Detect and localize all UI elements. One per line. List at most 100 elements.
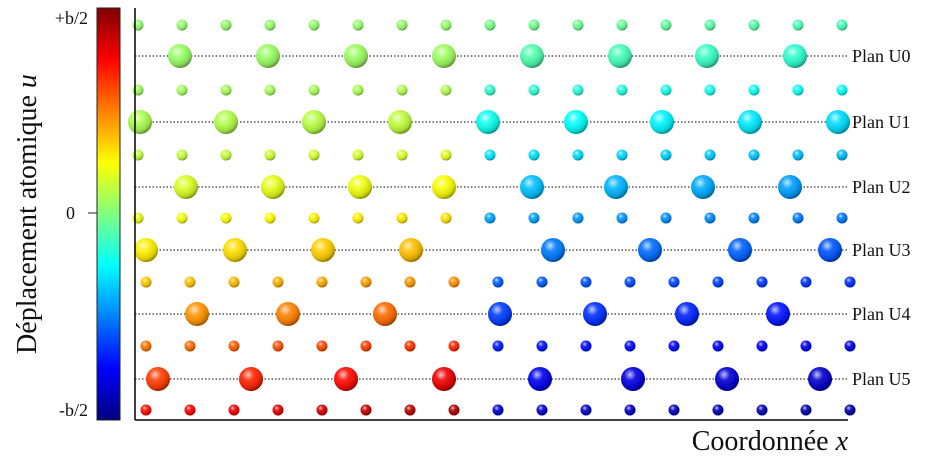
atom-shading (432, 367, 456, 391)
atom-shading (352, 149, 364, 161)
atom-shading (214, 110, 238, 134)
atom-shading (404, 340, 416, 352)
atom-shading (176, 84, 188, 96)
atom-shading (844, 340, 856, 352)
atom-shading (132, 19, 144, 31)
atom-shading (748, 19, 760, 31)
atom-shading (264, 19, 276, 31)
atom-shading (174, 175, 198, 199)
atom-shading (536, 340, 548, 352)
atom-shading (528, 84, 540, 96)
atom-shading (572, 212, 584, 224)
atom-shading (691, 175, 715, 199)
atom-shading (176, 212, 188, 224)
atom-shading (308, 19, 320, 31)
atom-shading (836, 149, 848, 161)
atom-shading (783, 44, 807, 68)
atom-shading (440, 212, 452, 224)
plane-label: Plan U0 (852, 46, 911, 66)
atom-shading (220, 212, 232, 224)
atom-shading (488, 302, 512, 326)
atom-shading (528, 212, 540, 224)
atom-shading (440, 19, 452, 31)
atom-shading (748, 212, 760, 224)
atom-shading (476, 110, 500, 134)
atom-shading (396, 84, 408, 96)
atom-shading (616, 84, 628, 96)
atom-shading (146, 367, 170, 391)
y-axis-label: Déplacement atomique u (12, 74, 43, 354)
atom-shading (176, 149, 188, 161)
x-axis-label: Coordonnée x (692, 426, 849, 457)
atom-shading (748, 84, 760, 96)
atom-shading (373, 302, 397, 326)
atom-shading (308, 212, 320, 224)
atom-shading (660, 84, 672, 96)
atom-shading (792, 149, 804, 161)
atom-shading (311, 238, 335, 262)
atom-shading (844, 276, 856, 288)
atom-shading (528, 367, 552, 391)
atom-shading (704, 149, 716, 161)
atom-shading (792, 19, 804, 31)
atom-shading (432, 175, 456, 199)
atom-shading (492, 276, 504, 288)
atom-shading (792, 212, 804, 224)
atom-shading (396, 149, 408, 161)
atom-shading (228, 276, 240, 288)
atom-shading (272, 340, 284, 352)
atom-shading (448, 340, 460, 352)
atom-shading (715, 367, 739, 391)
atom-shading (704, 212, 716, 224)
atom-shading (668, 404, 680, 416)
atom-shading (220, 84, 232, 96)
atom-shading (185, 302, 209, 326)
atom-shading (616, 19, 628, 31)
atom-shading (844, 404, 856, 416)
atom-shading (184, 276, 196, 288)
atom-shading (621, 367, 645, 391)
atoms (128, 19, 856, 416)
atom-shading (580, 276, 592, 288)
atom-shading (256, 44, 280, 68)
atom-shading (272, 404, 284, 416)
atom-shading (228, 404, 240, 416)
atom-shading (792, 84, 804, 96)
colorbar-tick: +b/2 (55, 8, 88, 28)
atom-shading (432, 44, 456, 68)
atom-shading (756, 340, 768, 352)
atom-shading (826, 110, 850, 134)
atom-shading (800, 404, 812, 416)
atom-shading (272, 276, 284, 288)
atom-shading (728, 238, 752, 262)
atom-shading (404, 404, 416, 416)
atom-shading (572, 84, 584, 96)
atom-shading (564, 110, 588, 134)
atom-shading (668, 276, 680, 288)
atom-shading (624, 276, 636, 288)
atom-shading (778, 175, 802, 199)
atom-shading (140, 340, 152, 352)
atom-shading (572, 149, 584, 161)
atom-shading (276, 302, 300, 326)
atom-shading (660, 19, 672, 31)
atom-shading (220, 19, 232, 31)
atom-shading (388, 110, 412, 134)
atom-shading (352, 84, 364, 96)
atom-shading (134, 238, 158, 262)
atom-shading (352, 212, 364, 224)
atom-shading (360, 340, 372, 352)
atom-shading (396, 19, 408, 31)
atom-shading (536, 276, 548, 288)
atom-shading (348, 175, 372, 199)
atom-shading (520, 44, 544, 68)
atom-shading (766, 302, 790, 326)
atom-shading (239, 367, 263, 391)
atom-shading (176, 19, 188, 31)
atom-shading (536, 404, 548, 416)
atom-shading (344, 44, 368, 68)
atom-shading (484, 212, 496, 224)
colorbar-tick: -b/2 (59, 400, 88, 420)
atom-shading (704, 19, 716, 31)
